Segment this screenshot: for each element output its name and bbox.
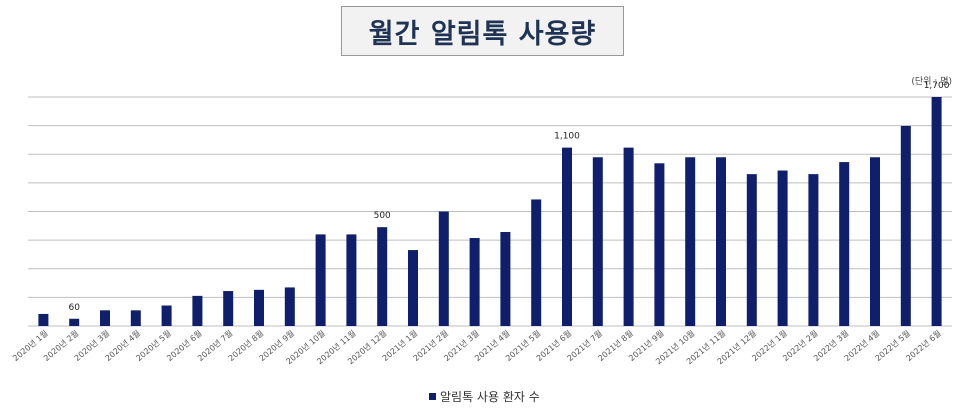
bar bbox=[377, 227, 388, 326]
bar bbox=[254, 289, 264, 326]
bar bbox=[284, 287, 295, 326]
bar bbox=[592, 157, 603, 326]
bar bbox=[408, 250, 418, 326]
legend: 알림톡 사용 환자 수 bbox=[429, 388, 540, 405]
bar bbox=[192, 295, 203, 326]
bar bbox=[900, 125, 911, 326]
chart-title: 월간 알림톡 사용량 bbox=[368, 18, 597, 50]
data-label: 1,700 bbox=[924, 81, 950, 91]
bar bbox=[346, 234, 357, 326]
bar bbox=[931, 97, 942, 326]
bar bbox=[839, 162, 850, 326]
bar bbox=[777, 170, 788, 326]
bar bbox=[223, 291, 234, 326]
unit-label: (단위 : 명) bbox=[911, 77, 952, 87]
bar bbox=[531, 199, 542, 326]
bar bbox=[469, 238, 480, 326]
bar bbox=[716, 157, 726, 326]
bar bbox=[100, 310, 110, 326]
bar bbox=[870, 157, 880, 326]
bar bbox=[69, 318, 80, 326]
bar bbox=[500, 231, 511, 326]
bar bbox=[654, 163, 665, 326]
bar bbox=[130, 310, 141, 326]
bar bbox=[685, 157, 696, 326]
bar bbox=[562, 147, 572, 326]
data-label: 500 bbox=[374, 211, 391, 221]
chart-title-box: 월간 알림톡 사용량 bbox=[341, 6, 624, 56]
bar bbox=[38, 313, 49, 326]
bar bbox=[315, 234, 326, 326]
bar bbox=[746, 174, 757, 326]
data-label: 60 bbox=[68, 303, 80, 313]
legend-label: 알림톡 사용 환자 수 bbox=[440, 390, 540, 404]
bar bbox=[623, 147, 634, 326]
bar bbox=[438, 211, 449, 326]
data-label: 1,100 bbox=[554, 132, 580, 142]
bar bbox=[808, 174, 819, 326]
legend-swatch bbox=[429, 393, 436, 400]
bar bbox=[161, 305, 172, 326]
